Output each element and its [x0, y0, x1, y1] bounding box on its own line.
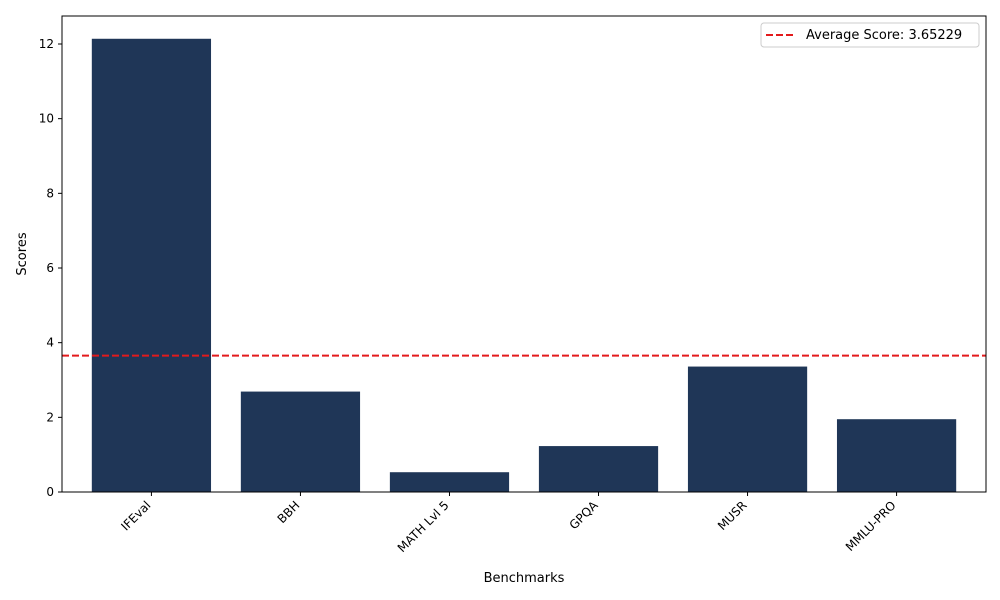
bar-musr	[687, 366, 808, 492]
y-tick-label: 2	[46, 410, 54, 424]
x-tick-label: MMLU-PRO	[843, 498, 899, 554]
bar-bbh	[240, 391, 361, 492]
legend: Average Score: 3.65229	[760, 22, 980, 48]
x-tick-label: BBH	[275, 498, 303, 526]
bar-mmlu-pro	[836, 419, 957, 492]
x-axis-label: Benchmarks	[484, 571, 565, 586]
y-axis-label: Scores	[15, 232, 30, 275]
x-tick-label: IFEval	[118, 498, 153, 533]
y-tick-label: 4	[46, 336, 54, 350]
x-tick-label: MUSR	[715, 498, 750, 533]
x-axis-ticks: IFEval BBH MATH Lvl 5 GPQA MUSR MMLU-PRO	[118, 492, 899, 555]
y-tick-label: 0	[46, 485, 54, 499]
legend-box	[760, 22, 980, 48]
bar-gpqa	[538, 446, 659, 492]
x-tick-label: MATH Lvl 5	[395, 498, 452, 555]
bar-math-lvl-5	[389, 472, 510, 492]
y-tick-label: 12	[39, 37, 54, 51]
bar-ifeval	[91, 38, 212, 492]
plot-frame	[61, 15, 987, 493]
y-tick-label: 8	[46, 186, 54, 200]
y-tick-label: 6	[46, 261, 54, 275]
x-tick-label: GPQA	[567, 498, 602, 533]
bars-group	[91, 38, 957, 492]
y-tick-label: 10	[39, 112, 54, 126]
legend-entry-average-score: Average Score: 3.65229	[806, 28, 962, 43]
y-axis-ticks: 0 2 4 6 8 10 12	[39, 37, 62, 499]
